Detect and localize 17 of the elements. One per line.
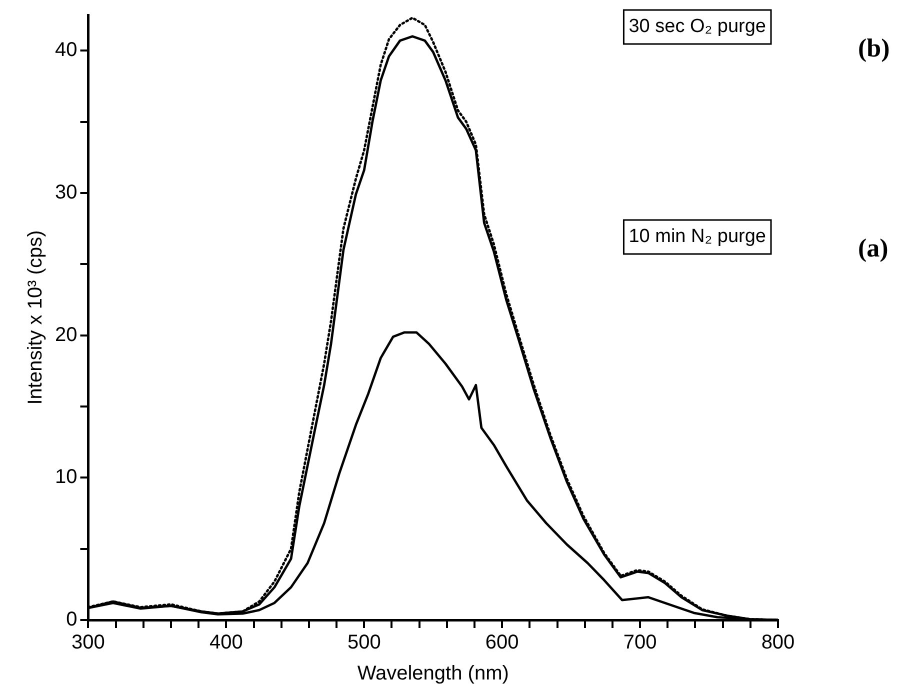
x-tick-label: 800 [761,632,795,654]
x-tick-label: 500 [347,632,381,654]
annotation: 30 sec O₂ purge [628,16,766,38]
y-axis-title: Intensity x 10³ (cps) [24,230,47,405]
text: (b) [858,34,890,63]
annotation: 10 min N₂ purge [628,226,766,248]
y-tick-label: 20 [54,324,78,346]
text: (a) [858,234,888,263]
y-tick-label: 10 [54,466,78,488]
x-axis-title: Wavelength (nm) [357,662,509,685]
x-tick-label: 300 [72,632,105,654]
y-tick-label: 0 [66,608,78,631]
x-tick-label: 400 [210,632,243,654]
x-tick-label: 600 [485,632,519,654]
y-tick-label: 40 [54,39,78,62]
y-tick-label: 30 [54,181,78,204]
x-tick-label: 700 [623,632,657,654]
